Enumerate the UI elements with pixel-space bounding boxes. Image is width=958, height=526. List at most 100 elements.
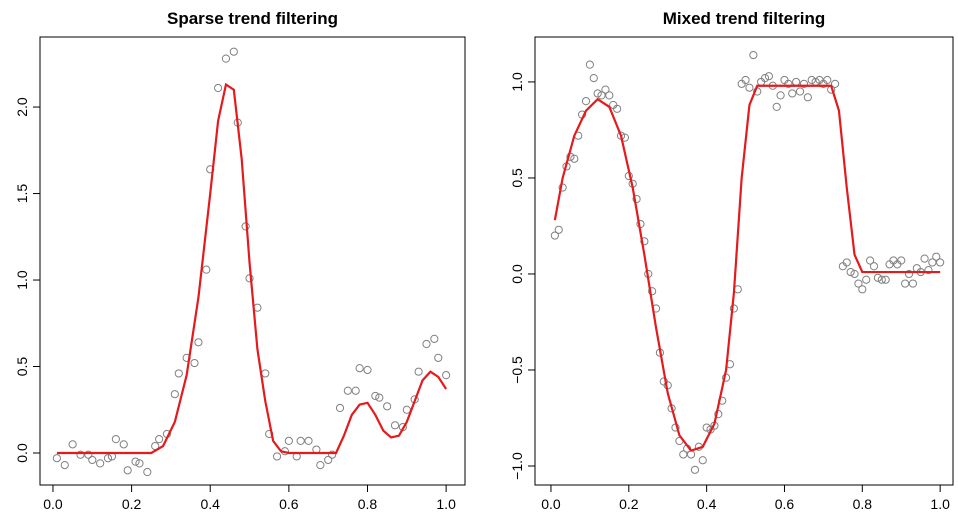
chart-title: Mixed trend filtering	[663, 9, 825, 28]
data-point	[613, 104, 622, 113]
data-point	[764, 72, 774, 81]
data-point	[897, 256, 906, 265]
data-point	[601, 85, 610, 94]
data-point	[605, 91, 614, 100]
data-point	[76, 450, 85, 459]
x-tick-label: 1.0	[436, 496, 456, 512]
data-point	[877, 275, 886, 284]
data-point	[589, 73, 598, 83]
data-point	[842, 258, 851, 267]
data-point	[640, 237, 649, 246]
data-point	[741, 75, 750, 85]
data-point	[550, 231, 559, 240]
data-point	[581, 97, 591, 106]
data-point	[920, 254, 929, 263]
data-point	[904, 269, 914, 279]
fit-line	[553, 84, 941, 452]
y-tick-label: 1.0	[14, 270, 30, 290]
x-tick-label: 0.4	[697, 496, 717, 512]
data-point	[776, 91, 785, 100]
data-point	[261, 369, 270, 378]
data-point	[570, 154, 579, 163]
data-point	[375, 393, 384, 402]
data-point	[881, 275, 890, 284]
data-point	[284, 436, 293, 445]
data-point	[803, 93, 812, 102]
y-tick-label: 0.5	[509, 168, 525, 188]
data-point	[784, 79, 793, 88]
x-tick-label: 0.8	[358, 496, 378, 512]
data-point	[702, 423, 711, 432]
data-point	[119, 440, 128, 449]
data-point	[335, 403, 345, 413]
data-point	[799, 79, 809, 88]
data-point	[96, 459, 105, 468]
x-tick-label: 0.0	[541, 496, 561, 512]
data-point	[213, 83, 223, 93]
data-point	[135, 459, 144, 468]
data-point	[103, 454, 113, 463]
data-point	[324, 455, 333, 465]
data-point	[296, 436, 305, 445]
data-point	[686, 450, 696, 459]
data-point	[823, 75, 832, 85]
data-point	[858, 285, 867, 294]
data-point	[866, 256, 875, 265]
data-point	[873, 273, 882, 282]
data-point	[430, 334, 439, 343]
y-tick-label: 2.0	[14, 97, 30, 117]
data-point	[585, 60, 594, 69]
y-tick-label: 0.0	[509, 264, 525, 284]
data-point	[749, 50, 758, 60]
data-point	[52, 454, 62, 463]
data-point	[846, 267, 855, 277]
data-point	[928, 258, 937, 267]
chart-title: Sparse trend filtering	[167, 9, 338, 28]
data-point	[593, 89, 602, 98]
data-point	[174, 369, 183, 378]
data-point	[143, 467, 152, 477]
data-point	[355, 364, 364, 373]
data-point	[908, 279, 918, 288]
data-point	[363, 365, 372, 375]
data-point	[442, 371, 451, 380]
y-tick-label: 1.5	[14, 184, 30, 204]
data-point	[272, 452, 282, 461]
data-point	[390, 421, 400, 430]
data-point	[304, 436, 313, 445]
data-point	[84, 450, 93, 459]
data-point	[328, 450, 337, 459]
data-point	[760, 73, 770, 83]
data-point	[434, 353, 443, 362]
plot-frame	[39, 36, 466, 486]
data-point	[351, 386, 360, 395]
x-tick-label: 0.6	[279, 496, 299, 512]
data-point	[924, 266, 933, 275]
data-point	[597, 91, 606, 100]
plot-frame	[534, 36, 954, 486]
data-point	[88, 455, 97, 465]
data-point	[745, 83, 754, 92]
data-point	[679, 450, 688, 459]
y-tick-label: −0.5	[509, 356, 525, 384]
data-point	[343, 386, 352, 395]
data-point	[729, 304, 738, 313]
data-point	[202, 265, 211, 274]
data-point	[371, 391, 380, 401]
x-tick-label: 0.6	[775, 496, 795, 512]
data-point	[155, 435, 164, 444]
data-point	[60, 461, 69, 470]
data-point	[932, 252, 941, 261]
data-point	[788, 89, 797, 98]
data-point	[383, 402, 392, 411]
x-tick-label: 0.4	[201, 496, 221, 512]
data-point	[869, 262, 879, 271]
data-point	[807, 75, 816, 85]
x-tick-label: 0.2	[619, 496, 639, 512]
data-point	[190, 358, 199, 368]
data-point	[901, 279, 910, 288]
data-point	[830, 79, 840, 88]
data-point	[131, 457, 140, 466]
data-point	[229, 47, 238, 56]
